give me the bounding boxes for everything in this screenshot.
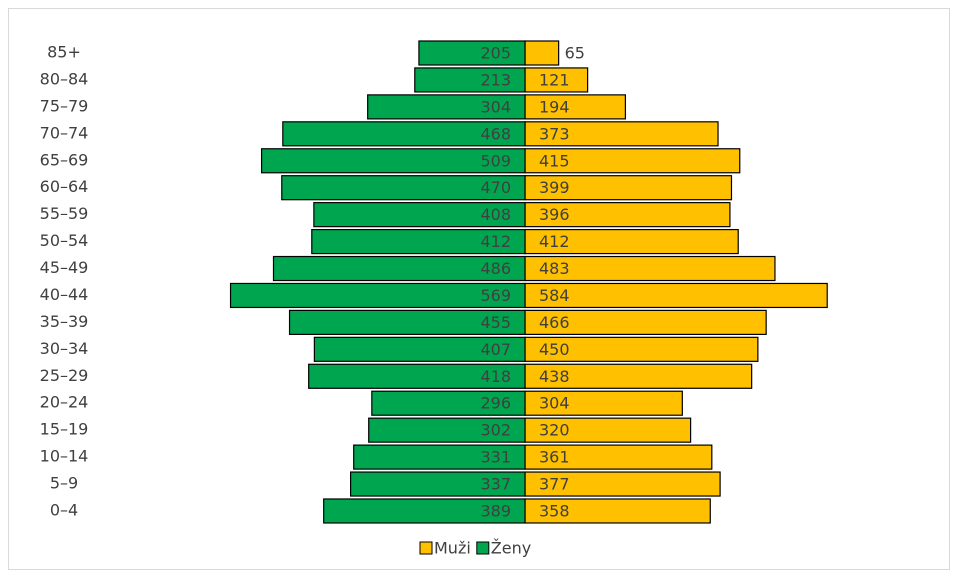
y-tick-label: 10–14 — [40, 447, 89, 466]
bar — [524, 175, 733, 201]
bar — [524, 498, 711, 524]
data-label: 396 — [539, 205, 570, 224]
data-label: 296 — [480, 394, 511, 413]
data-label: 361 — [539, 448, 570, 467]
bar — [524, 40, 560, 66]
data-label: 483 — [539, 259, 570, 278]
data-label: 418 — [480, 367, 511, 386]
bar — [272, 255, 526, 282]
bar — [308, 363, 526, 389]
bar — [281, 175, 526, 201]
bar — [288, 309, 526, 335]
bar — [368, 417, 526, 443]
data-label: 470 — [480, 178, 511, 197]
data-label: 373 — [539, 124, 570, 143]
data-label: 377 — [539, 475, 570, 494]
data-label: 450 — [539, 340, 570, 359]
bar — [350, 471, 526, 497]
data-label: 407 — [480, 340, 511, 359]
y-tick-label: 20–24 — [40, 393, 89, 412]
bar — [313, 202, 526, 228]
y-tick-label: 70–74 — [40, 123, 89, 142]
y-tick-label: 15–19 — [40, 420, 89, 439]
data-label: 205 — [480, 44, 511, 63]
bar — [229, 282, 526, 309]
data-label: 121 — [539, 70, 570, 89]
bar — [282, 121, 526, 147]
data-label: 584 — [539, 286, 570, 305]
bar — [418, 40, 526, 66]
data-label: 213 — [480, 70, 511, 89]
y-tick-label: 75–79 — [40, 96, 89, 115]
legend-label: Ženy — [491, 539, 531, 558]
y-tick-label: 45–49 — [40, 258, 89, 277]
data-label: 408 — [480, 205, 511, 224]
data-label: 399 — [539, 178, 570, 197]
data-label: 320 — [539, 421, 570, 440]
data-label: 302 — [480, 421, 511, 440]
data-label: 304 — [480, 97, 511, 116]
data-label: 389 — [480, 501, 511, 520]
data-label: 569 — [480, 286, 511, 305]
bar — [371, 390, 526, 416]
y-tick-label: 85+ — [47, 43, 81, 62]
bar — [524, 336, 759, 362]
y-tick-label: 65–69 — [40, 150, 89, 169]
bar — [524, 309, 767, 335]
bar — [524, 94, 626, 120]
data-label: 468 — [480, 124, 511, 143]
bar — [367, 94, 526, 120]
bar — [311, 228, 526, 255]
y-tick-label: 30–34 — [40, 339, 89, 358]
data-label: 331 — [480, 448, 511, 467]
data-label: 194 — [539, 97, 570, 116]
data-label: 466 — [539, 313, 570, 332]
data-label: 412 — [539, 232, 570, 251]
bar — [524, 390, 683, 416]
y-tick-label: 25–29 — [40, 366, 89, 385]
y-tick-label: 55–59 — [40, 204, 89, 223]
y-tick-label: 0–4 — [50, 500, 78, 519]
data-label: 455 — [480, 313, 511, 332]
y-tick-label: 40–44 — [40, 285, 89, 304]
data-label: 509 — [480, 151, 511, 170]
y-tick-label: 50–54 — [40, 231, 89, 250]
y-tick-label: 5–9 — [50, 474, 78, 493]
bar — [414, 67, 526, 93]
y-tick-label: 35–39 — [40, 312, 89, 331]
bar — [313, 336, 526, 362]
legend-swatch — [476, 541, 490, 555]
data-label: 65 — [565, 44, 585, 63]
y-tick-label: 80–84 — [40, 69, 89, 88]
data-label: 337 — [480, 475, 511, 494]
data-label: 412 — [480, 232, 511, 251]
bar — [353, 444, 526, 470]
bar — [524, 471, 721, 497]
bar — [260, 148, 526, 174]
data-label: 358 — [539, 501, 570, 520]
bar — [524, 228, 739, 255]
bar — [524, 444, 713, 470]
legend-label: Muži — [434, 539, 471, 558]
y-tick-label: 60–64 — [40, 177, 89, 196]
data-label: 438 — [539, 367, 570, 386]
data-label: 486 — [480, 259, 511, 278]
bar — [524, 417, 692, 443]
data-label: 304 — [539, 394, 570, 413]
bar — [524, 202, 731, 228]
bar — [524, 67, 589, 93]
legend-swatch — [419, 541, 433, 555]
bar — [524, 282, 828, 309]
bar — [323, 498, 526, 524]
bar — [524, 121, 719, 147]
data-label: 415 — [539, 151, 570, 170]
